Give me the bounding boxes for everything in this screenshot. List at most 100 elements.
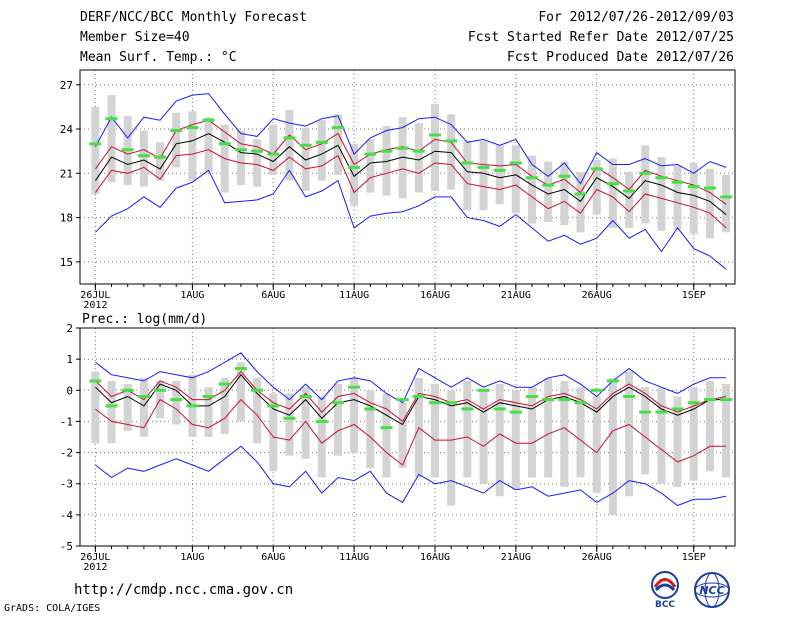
- spread-box: [333, 114, 342, 175]
- forecast-marker: [283, 136, 296, 140]
- forecast-marker: [170, 398, 183, 402]
- forecast-marker: [623, 395, 636, 399]
- spread-box: [139, 130, 148, 187]
- forecast-marker: [364, 407, 377, 411]
- forecast-marker: [251, 149, 264, 153]
- forecast-marker: [380, 149, 393, 153]
- x-tick-label: 1SEP: [682, 290, 706, 301]
- x-tick-label: 1AUG: [180, 552, 204, 563]
- forecast-marker: [606, 379, 619, 383]
- forecast-marker: [299, 143, 312, 147]
- x-tick-label: 16AUG: [420, 552, 450, 563]
- spread-box: [253, 377, 262, 444]
- spread-box: [479, 140, 488, 211]
- ncc-logo: NCC: [694, 572, 730, 608]
- spread-box: [657, 157, 666, 231]
- forecast-marker: [687, 401, 700, 405]
- forecast-marker: [348, 165, 361, 169]
- forecast-marker: [558, 174, 571, 178]
- forecast-marker: [477, 388, 490, 392]
- spread-box: [657, 387, 666, 484]
- forecast-marker: [558, 398, 571, 402]
- y-tick-label: 0: [66, 384, 73, 397]
- spread-box: [608, 377, 617, 515]
- forecast-marker: [493, 407, 506, 411]
- x-tick-label: 11AUG: [339, 290, 369, 301]
- ensemble-mean-line: [95, 373, 727, 426]
- svg-text:BCC: BCC: [655, 600, 675, 610]
- spread-box: [722, 384, 731, 478]
- forecast-marker: [202, 395, 215, 399]
- spread-box: [350, 377, 359, 453]
- spread-box: [382, 126, 391, 196]
- plot-frame: [79, 327, 736, 547]
- source-url[interactable]: http://cmdp.ncc.cma.gov.cn: [74, 582, 294, 598]
- spread-box: [495, 384, 504, 497]
- spread-box: [204, 117, 213, 172]
- spread-box: [447, 390, 456, 506]
- spread-box: [544, 377, 553, 478]
- forecast-marker: [105, 404, 118, 408]
- forecast-marker: [590, 388, 603, 392]
- forecast-marker: [428, 133, 441, 137]
- spread-box: [705, 168, 714, 239]
- y-tick-label: -4: [60, 509, 74, 522]
- y-tick-label: 24: [60, 123, 74, 136]
- forecast-marker: [445, 139, 458, 143]
- spread-box: [382, 393, 391, 478]
- spread-box: [91, 371, 100, 444]
- x-tick-label: 26JUL: [80, 290, 110, 301]
- grads-credit: GrADS: COLA/IGES: [4, 603, 101, 614]
- forecast-marker: [428, 401, 441, 405]
- spread-box: [172, 380, 181, 425]
- spread-box: [560, 161, 569, 225]
- forecast-marker: [639, 171, 652, 175]
- forecast-marker: [121, 148, 134, 152]
- forecast-marker: [623, 189, 636, 193]
- header-right: For 2012/07/26-2012/09/03 Fcst Started R…: [468, 10, 734, 70]
- x-tick-label: 6AUG: [261, 552, 285, 563]
- spread-box: [608, 158, 617, 228]
- spread-box: [576, 387, 585, 478]
- forecast-marker: [331, 401, 344, 405]
- forecast-started-date: Fcst Started Refer Date 2012/07/25: [467, 30, 734, 45]
- spread-box: [528, 387, 537, 478]
- forecast-marker: [703, 398, 716, 402]
- spread-box: [722, 174, 731, 233]
- spread-box: [269, 124, 278, 175]
- spread-box: [317, 120, 326, 181]
- spread-box: [220, 377, 229, 434]
- forecast-marker: [526, 176, 539, 180]
- spread-box: [495, 145, 504, 205]
- forecast-marker: [170, 129, 183, 133]
- forecast-marker: [606, 182, 619, 186]
- spread-box: [350, 143, 359, 206]
- forecast-marker: [396, 146, 409, 150]
- spread-box: [366, 139, 375, 193]
- y-tick-label: 21: [60, 167, 73, 180]
- precip-panel-title: Prec.: log(mm/d): [82, 312, 207, 327]
- spread-box: [333, 384, 342, 456]
- y-tick-label: 27: [60, 79, 73, 92]
- forecast-marker: [202, 118, 215, 122]
- spread-box: [447, 114, 456, 190]
- forecast-marker: [251, 388, 264, 392]
- spread-box: [625, 171, 634, 228]
- forecast-marker: [687, 185, 700, 189]
- spread-box: [511, 145, 520, 214]
- spread-box: [511, 390, 520, 490]
- forecast-marker: [154, 155, 167, 159]
- x-tick-label: 26JUL: [80, 552, 110, 563]
- forecast-marker: [186, 404, 199, 408]
- min-line: [95, 169, 727, 270]
- spread-box: [269, 393, 278, 472]
- variable-label: Mean Surf. Temp.: °C: [80, 50, 237, 65]
- spread-box: [398, 402, 407, 469]
- spread-box: [430, 384, 439, 478]
- forecast-marker: [526, 395, 539, 399]
- y-tick-label: -3: [60, 478, 73, 491]
- forecast-marker: [186, 126, 199, 130]
- spread-box: [301, 387, 310, 459]
- spread-box: [544, 161, 553, 223]
- y-tick-label: -5: [60, 540, 73, 553]
